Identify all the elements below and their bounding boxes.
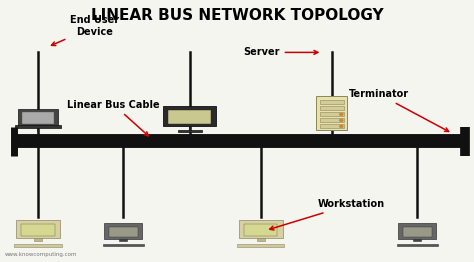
Bar <box>15 125 61 128</box>
Text: LINEAR BUS NETWORK TOPOLOGY: LINEAR BUS NETWORK TOPOLOGY <box>91 8 383 23</box>
Bar <box>244 224 277 236</box>
Bar <box>34 238 42 241</box>
Circle shape <box>339 113 343 115</box>
Bar <box>320 106 344 110</box>
Bar <box>256 238 265 241</box>
Text: Server: Server <box>243 47 318 57</box>
Bar <box>320 118 344 122</box>
Bar <box>22 112 54 124</box>
Bar <box>16 220 60 238</box>
Bar <box>104 223 142 239</box>
Bar <box>239 220 283 238</box>
Text: Linear Bus Cable: Linear Bus Cable <box>67 100 160 136</box>
Bar <box>103 244 144 246</box>
Text: Terminator: Terminator <box>349 89 449 132</box>
Circle shape <box>339 119 343 121</box>
Bar <box>14 244 62 247</box>
Bar <box>21 224 55 236</box>
Bar <box>320 112 344 116</box>
Bar <box>316 96 347 130</box>
Bar <box>320 100 344 103</box>
Circle shape <box>339 125 343 127</box>
Bar <box>237 244 284 247</box>
Bar <box>168 110 211 124</box>
Bar <box>402 227 432 237</box>
Bar <box>164 106 216 127</box>
Text: End User
Device: End User Device <box>52 15 119 46</box>
Bar <box>178 130 201 132</box>
Bar <box>413 238 421 241</box>
Bar <box>320 124 344 128</box>
Bar <box>109 227 138 237</box>
Bar <box>398 223 436 239</box>
Text: Workstation: Workstation <box>270 199 385 230</box>
Bar <box>18 109 57 125</box>
Bar <box>397 244 438 246</box>
Bar <box>119 238 127 241</box>
Text: www.knowcomputing.com: www.knowcomputing.com <box>5 252 77 257</box>
